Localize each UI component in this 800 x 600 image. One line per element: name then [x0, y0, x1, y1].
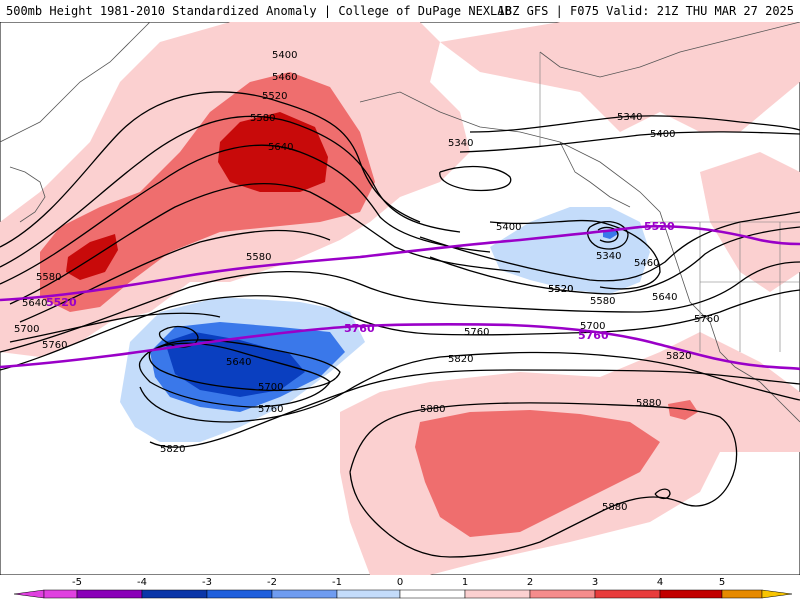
negative-anomaly-strong	[165, 332, 305, 397]
scale-tick-label: -4	[137, 577, 147, 588]
height-label: 5520	[548, 284, 573, 295]
positive-anomaly-strong-west	[66, 234, 118, 280]
height-label: 5820	[160, 444, 185, 455]
scale-swatch	[464, 589, 531, 599]
height-label: 5880	[636, 398, 661, 409]
scale-swatch	[761, 589, 793, 599]
negative-anomaly-weak-east	[490, 207, 650, 294]
color-scale-swatches	[13, 589, 793, 599]
positive-anomaly-moderate-small	[668, 400, 698, 420]
height-label: 5340	[596, 251, 621, 262]
height-label: 5400	[496, 222, 521, 233]
scale-tick-label: -5	[72, 577, 82, 588]
model-run-info: 18Z GFS | F075 Valid: 21Z THU MAR 27 202…	[497, 4, 794, 18]
scale-swatch	[659, 589, 723, 599]
positive-anomaly-moderate-south	[415, 410, 660, 537]
height-label: 5760	[258, 404, 283, 415]
color-scale: -5 -4 -3 -2 -1 0 1 2 3 4 5	[13, 577, 793, 599]
scale-tick-label: -3	[202, 577, 212, 588]
height-label: 5880	[602, 502, 627, 513]
thickness-contour-labels: 5520 5520 5760 5760	[46, 220, 675, 342]
height-label: 5340	[448, 138, 473, 149]
height-label: 5880	[420, 404, 445, 415]
height-label: 5820	[666, 351, 691, 362]
height-label: 5700	[258, 382, 283, 393]
scale-swatch	[141, 589, 208, 599]
height-contour-labels: 5400 5460 5520 5580 5640 5340 5340 5400 …	[14, 50, 719, 513]
scale-swatch	[271, 589, 338, 599]
thickness-label: 5520	[46, 296, 77, 309]
height-contours	[0, 91, 800, 558]
scale-swatch	[721, 589, 763, 599]
scale-swatch	[399, 589, 466, 599]
scale-swatch	[336, 589, 401, 599]
positive-anomaly-strong-main	[218, 112, 328, 192]
map-header: 500mb Height 1981-2010 Standardized Anom…	[0, 0, 800, 22]
positive-anomaly-weak-alaska	[440, 22, 800, 132]
thickness-label: 5760	[344, 322, 375, 335]
height-label: 5400	[650, 129, 675, 140]
height-label: 5700	[580, 321, 605, 332]
height-label: 5640	[226, 357, 251, 368]
height-label: 5460	[634, 258, 659, 269]
color-scale-ticks: -5 -4 -3 -2 -1 0 1 2 3 4 5	[72, 577, 725, 588]
map-title: 500mb Height 1981-2010 Standardized Anom…	[6, 4, 512, 18]
scale-tick-label: 2	[527, 577, 533, 588]
scale-tick-label: 0	[397, 577, 403, 588]
scale-swatch	[206, 589, 273, 599]
height-label: 5580	[246, 252, 271, 263]
height-label: 5460	[272, 72, 297, 83]
scale-tick-label: 4	[657, 577, 663, 588]
thickness-label: 5760	[578, 329, 609, 342]
height-label: 5340	[617, 112, 642, 123]
height-label: 5700	[14, 324, 39, 335]
scale-tick-label: -1	[332, 577, 342, 588]
height-label: 5640	[22, 298, 47, 309]
scale-swatch	[594, 589, 661, 599]
height-label: 5640	[652, 292, 677, 303]
height-label: 5520	[548, 284, 573, 295]
height-label: 5640	[268, 142, 293, 153]
scale-swatch	[76, 589, 143, 599]
thickness-contours	[0, 224, 800, 371]
scale-tick-label: 5	[719, 577, 725, 588]
thickness-label: 5520	[644, 220, 675, 233]
anomaly-shading	[0, 22, 800, 575]
height-label: 5520	[262, 91, 287, 102]
height-label: 5400	[272, 50, 297, 61]
scale-tick-label: 3	[592, 577, 598, 588]
height-label: 5820	[448, 354, 473, 365]
scale-swatch	[13, 589, 45, 599]
scale-tick-label: 1	[462, 577, 468, 588]
height-label: 5580	[36, 272, 61, 283]
height-label: 5580	[590, 296, 615, 307]
political-borders	[539, 52, 800, 352]
height-label: 5760	[464, 327, 489, 338]
scale-swatch	[43, 589, 78, 599]
scale-swatch	[529, 589, 596, 599]
height-label: 5580	[250, 113, 275, 124]
anomaly-map: 5400 5460 5520 5580 5640 5340 5340 5400 …	[0, 22, 800, 575]
height-label: 5760	[42, 340, 67, 351]
height-label: 5760	[694, 314, 719, 325]
scale-tick-label: -2	[267, 577, 277, 588]
